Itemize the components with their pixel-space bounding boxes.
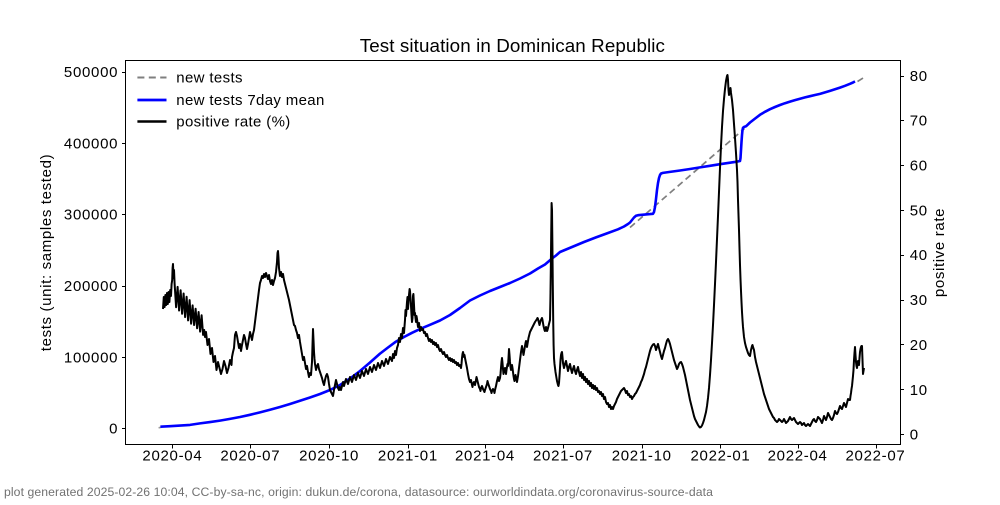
svg-text:2020-10: 2020-10 [299, 447, 359, 464]
svg-text:50: 50 [910, 202, 928, 219]
svg-text:60: 60 [910, 158, 928, 175]
svg-text:100000: 100000 [64, 349, 118, 366]
svg-text:2021-01: 2021-01 [378, 447, 438, 464]
svg-text:2022-07: 2022-07 [846, 447, 906, 464]
svg-text:30: 30 [910, 292, 928, 309]
svg-text:plot generated 2025-02-26 10:0: plot generated 2025-02-26 10:04, CC-by-s… [4, 485, 713, 499]
svg-text:2021-04: 2021-04 [455, 447, 515, 464]
svg-text:10: 10 [910, 382, 928, 399]
svg-text:80: 80 [910, 68, 928, 85]
svg-text:200000: 200000 [64, 278, 118, 295]
svg-text:new tests: new tests [176, 70, 243, 87]
svg-text:new tests 7day mean: new tests 7day mean [176, 92, 324, 109]
svg-text:tests (unit: samples tested): tests (unit: samples tested) [38, 154, 55, 351]
svg-text:2022-01: 2022-01 [691, 447, 751, 464]
svg-text:40: 40 [910, 247, 928, 264]
svg-text:0: 0 [109, 421, 118, 438]
svg-text:positive rate (%): positive rate (%) [176, 114, 290, 131]
svg-text:0: 0 [910, 427, 919, 444]
svg-text:positive rate: positive rate [931, 208, 948, 297]
svg-text:2020-07: 2020-07 [220, 447, 280, 464]
svg-text:400000: 400000 [64, 135, 118, 152]
svg-text:2021-07: 2021-07 [533, 447, 593, 464]
svg-text:2020-04: 2020-04 [142, 447, 202, 464]
svg-text:70: 70 [910, 113, 928, 130]
svg-text:2022-04: 2022-04 [768, 447, 828, 464]
svg-text:2021-10: 2021-10 [612, 447, 672, 464]
svg-text:Test situation in Dominican Re: Test situation in Dominican Republic [360, 35, 665, 56]
svg-text:20: 20 [910, 337, 928, 354]
svg-text:300000: 300000 [64, 207, 118, 224]
svg-text:500000: 500000 [64, 64, 118, 81]
